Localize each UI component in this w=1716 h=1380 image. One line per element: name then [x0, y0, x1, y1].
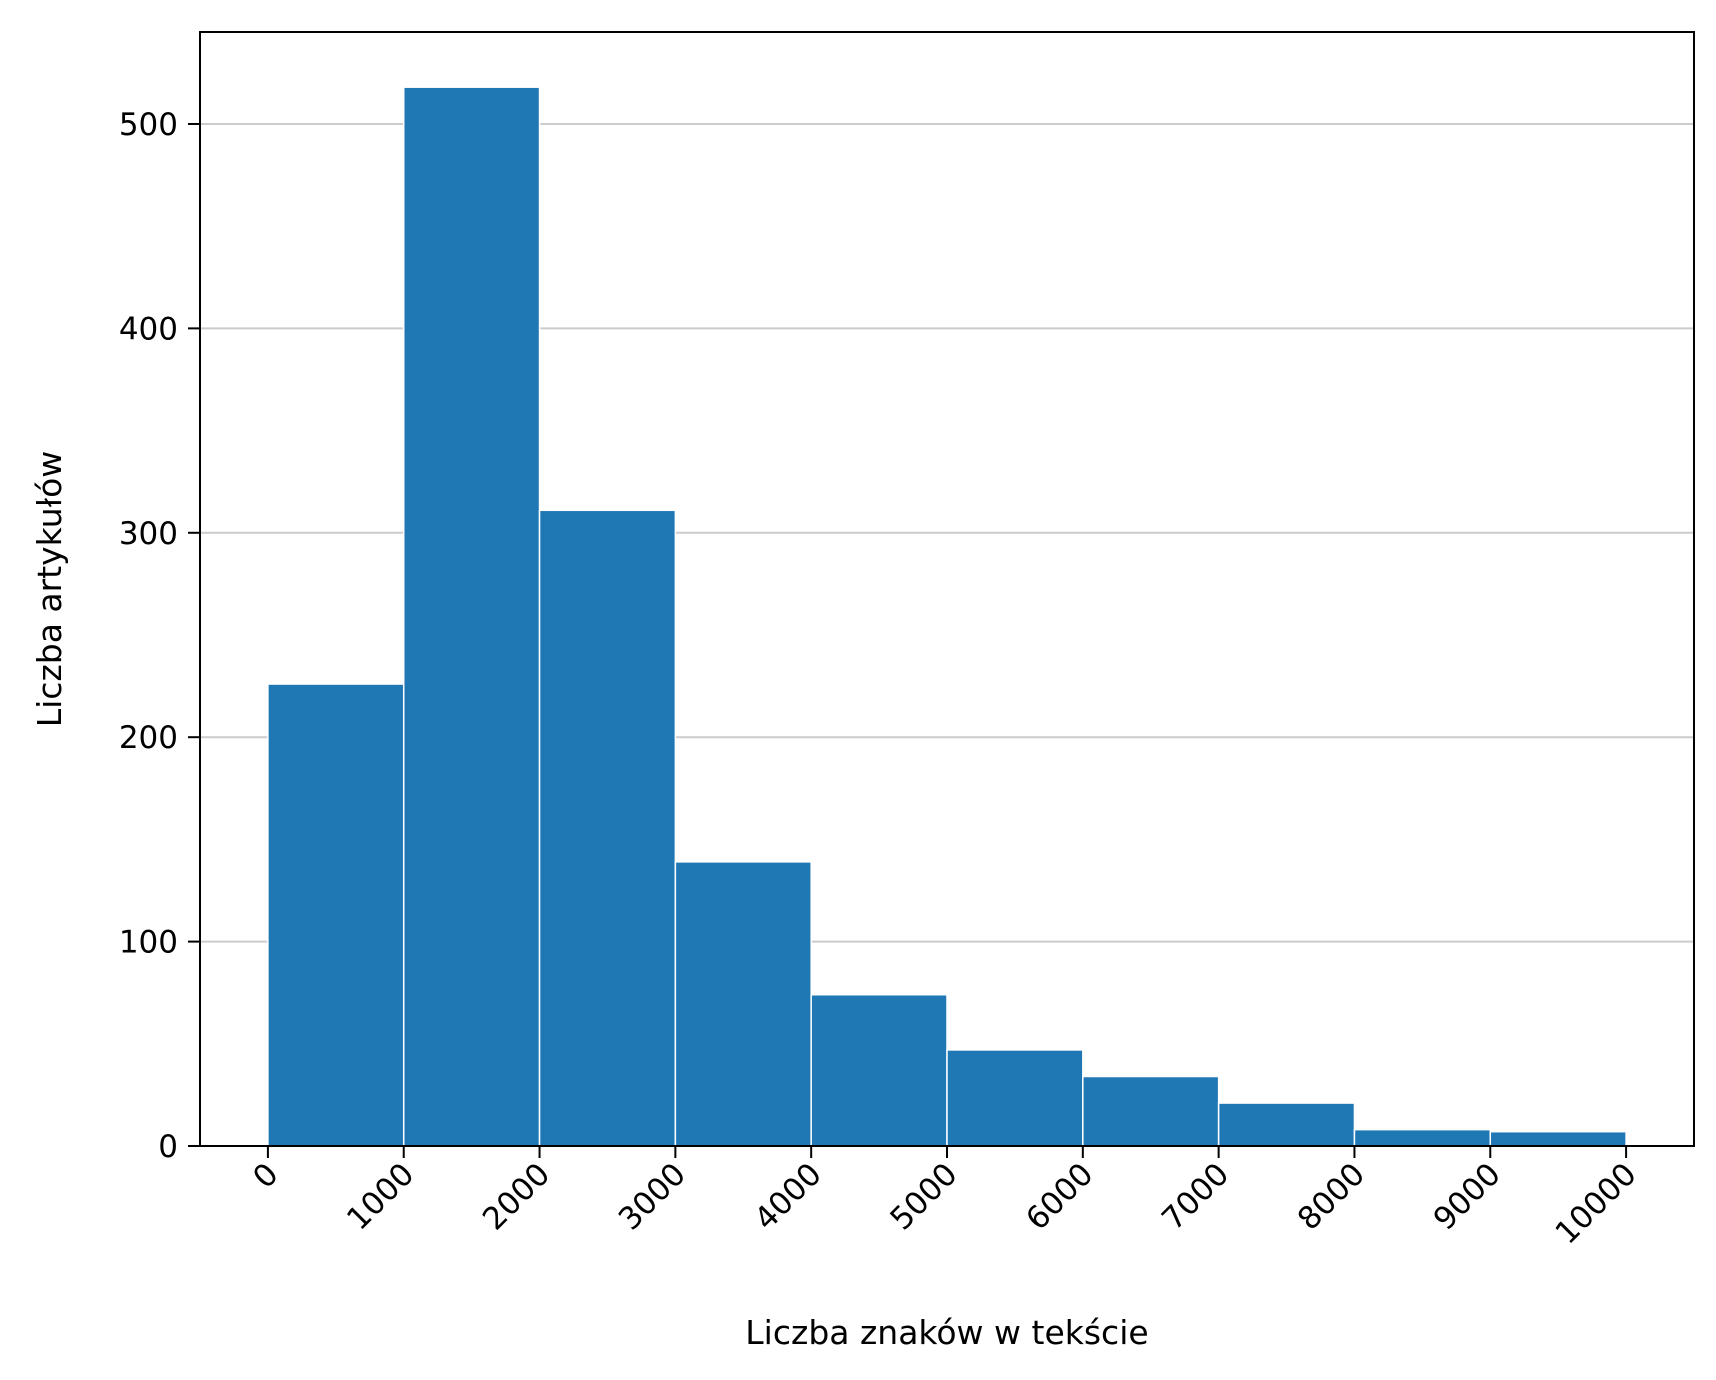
x-tick-label-6: 6000 — [1019, 1156, 1100, 1237]
y-axis-label: Liczba artykułów — [30, 451, 69, 728]
x-axis: 0 1000 2000 3000 4000 5000 6000 7000 8000 9000 100… — [246, 1146, 1644, 1251]
x-tick-label-7: 7000 — [1155, 1156, 1236, 1237]
histogram-bar-6 — [1082, 1075, 1220, 1147]
x-tick-label-2: 2000 — [476, 1156, 557, 1237]
x-tick-label-0: 0 — [246, 1156, 285, 1195]
y-tick-label-5: 500 — [119, 107, 178, 143]
x-tick-label-5: 5000 — [883, 1156, 964, 1237]
histogram-bar-2 — [538, 509, 677, 1147]
histogram-bar-0 — [267, 683, 405, 1147]
x-tick-label-9: 9000 — [1427, 1156, 1508, 1237]
x-tick-label-8: 8000 — [1291, 1156, 1372, 1237]
y-tick-label-2: 200 — [119, 720, 178, 756]
y-tick-label-0: 0 — [158, 1129, 178, 1165]
histogram-bar-3 — [674, 861, 812, 1147]
histogram-bar-7 — [1217, 1102, 1356, 1147]
x-tick-label-10: 10000 — [1549, 1156, 1644, 1251]
y-axis: 0 100 200 300 400 500 — [119, 107, 200, 1165]
histogram-bar-5 — [946, 1049, 1084, 1147]
histogram-bar-8 — [1353, 1128, 1492, 1147]
x-tick-label-3: 3000 — [612, 1156, 693, 1237]
histogram-bar-9 — [1489, 1130, 1627, 1147]
x-tick-label-4: 4000 — [748, 1156, 829, 1237]
histogram-bar-1 — [402, 86, 541, 1147]
x-axis-label: Liczba znaków w tekście — [745, 1313, 1148, 1352]
histogram-bar-4 — [810, 993, 948, 1147]
bars — [267, 86, 1627, 1147]
x-tick-label-1: 1000 — [340, 1156, 421, 1237]
y-tick-label-3: 300 — [119, 516, 178, 552]
y-tick-label-1: 100 — [119, 925, 178, 961]
y-tick-label-4: 400 — [119, 311, 178, 347]
